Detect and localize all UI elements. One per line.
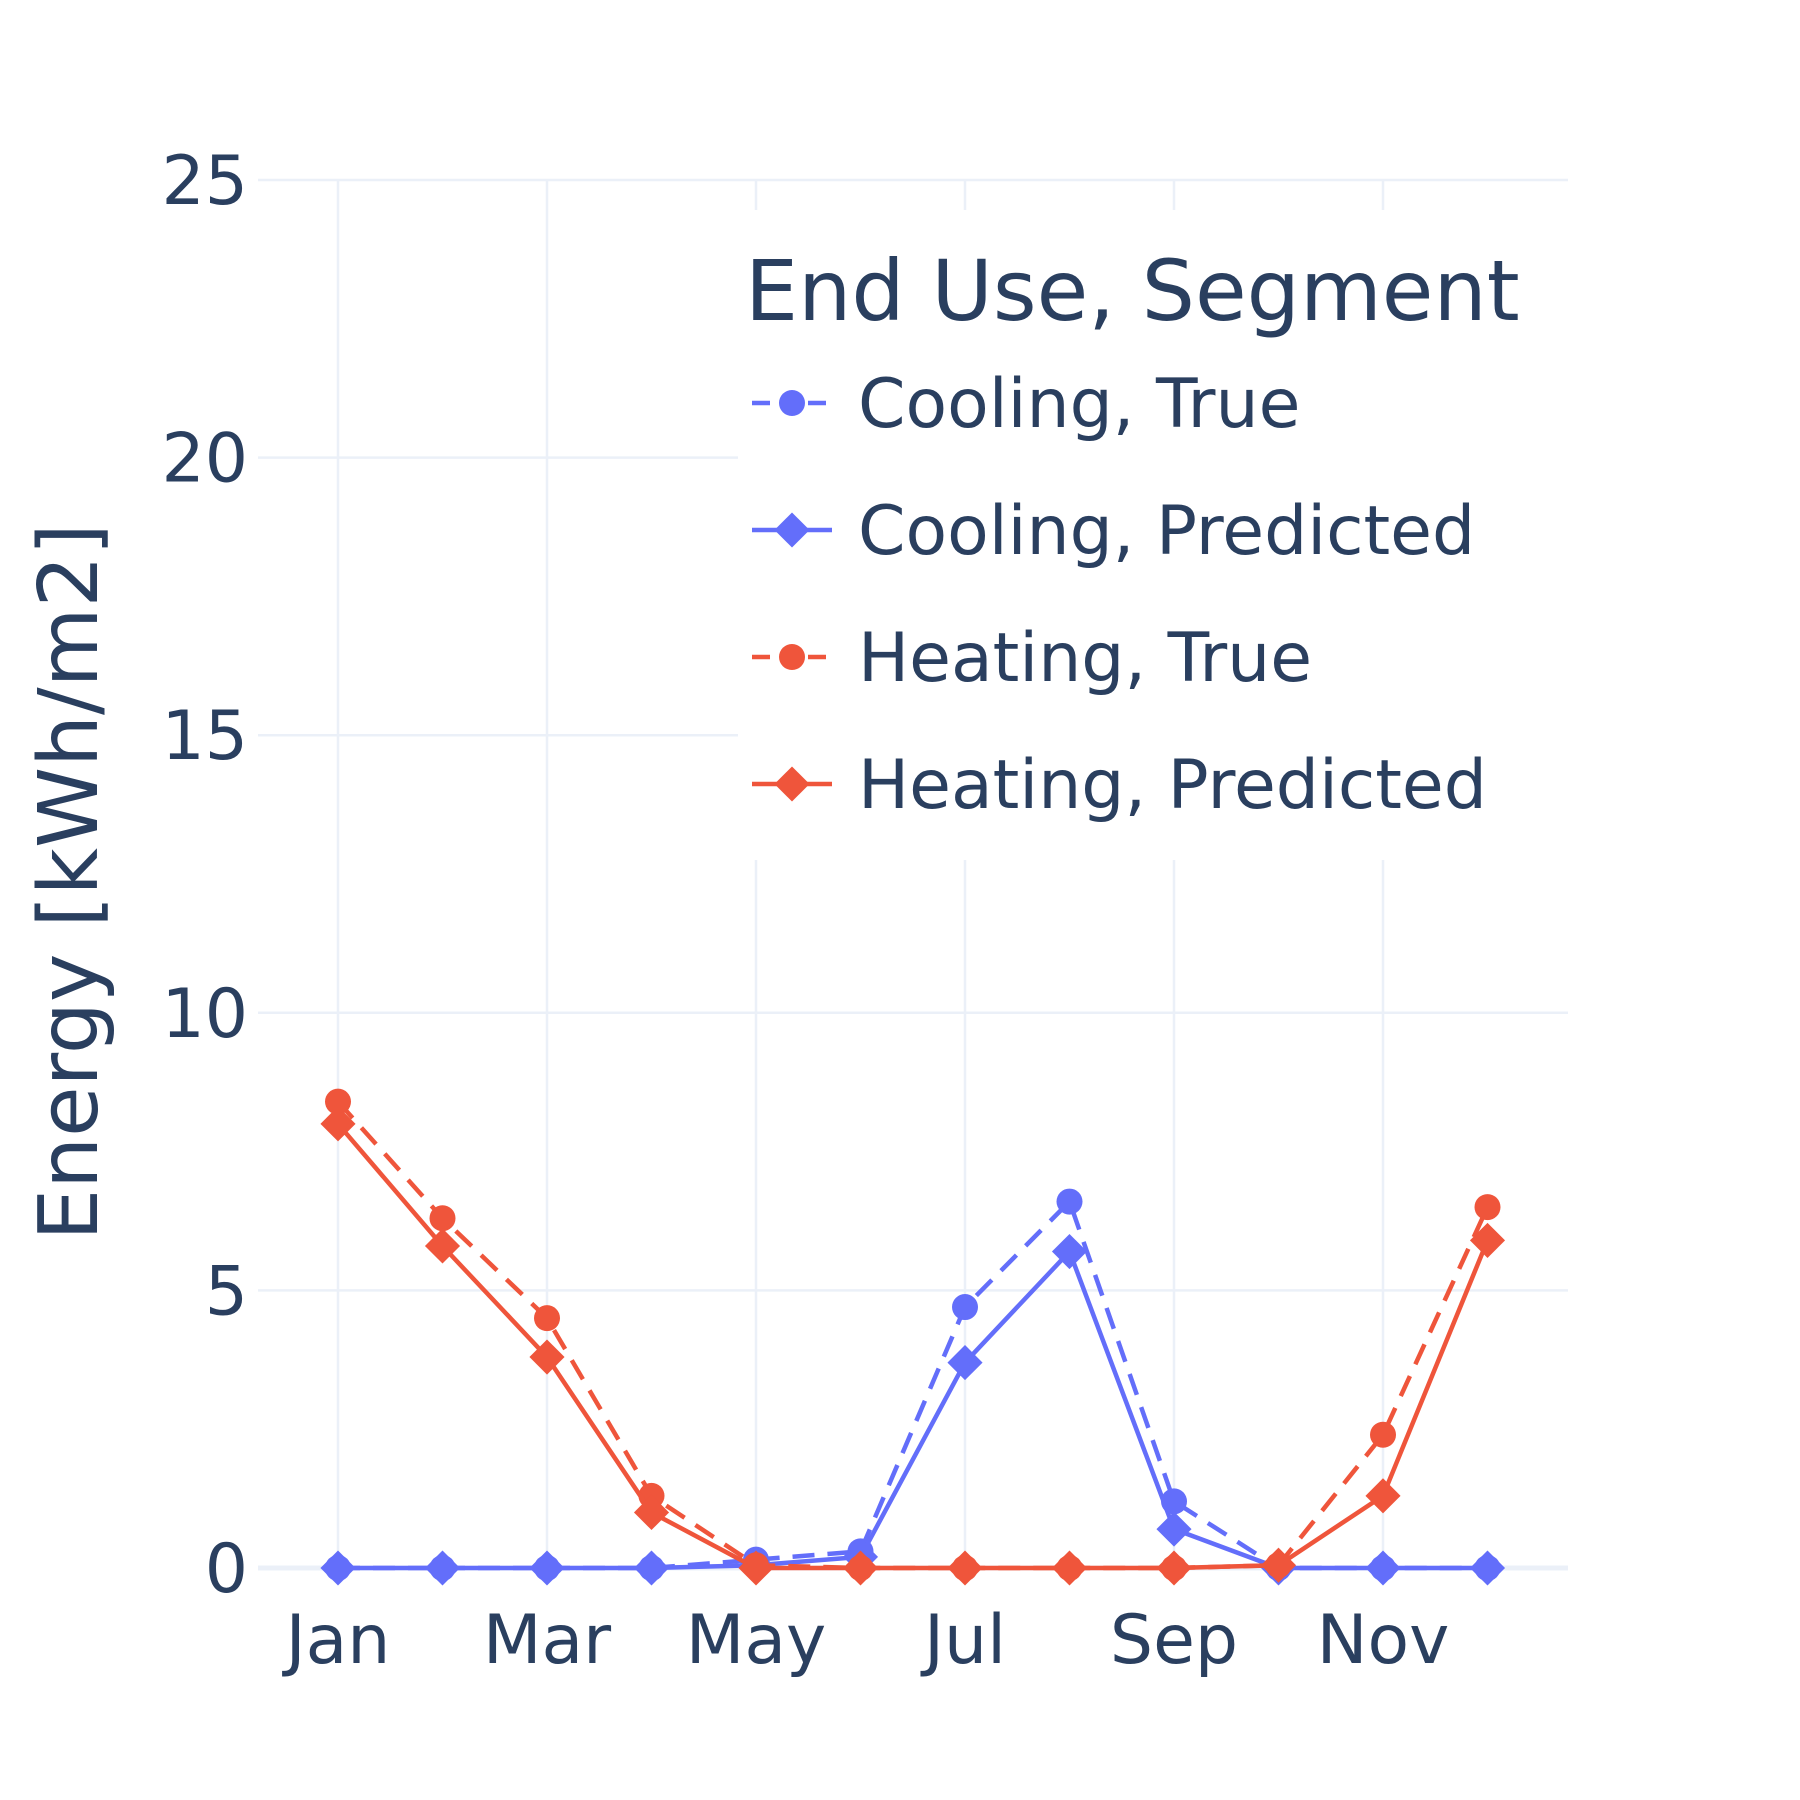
y-tick-label: 15 [161,697,248,776]
data-point-heating-predicted [842,1550,879,1586]
y-tick-label: 20 [161,420,248,499]
data-point-heating-true [1370,1421,1396,1448]
x-tick-label: Nov [1317,1601,1450,1680]
data-point-heating-predicted [1469,1222,1506,1258]
series-line-cooling-true [338,1199,1488,1571]
x-tick-label: Jul [920,1601,1006,1680]
data-point-heating-predicted [1365,1478,1401,1514]
data-point-heating-predicted [1260,1547,1297,1583]
legend-items: Cooling, True Cooling, Predicted Heating, … [752,365,1487,825]
data-point-cooling-predicted [633,1550,670,1586]
data-point-heating-predicted [738,1550,774,1586]
x-tick-label: May [686,1601,827,1680]
plot-series [320,1088,1506,1586]
data-point-heating-predicted [1156,1550,1192,1586]
data-point-heating-predicted [1051,1550,1088,1586]
data-point-cooling-predicted [1365,1550,1401,1586]
x-tick-label: Mar [483,1601,611,1680]
data-point-cooling-true [1056,1188,1083,1215]
data-point-heating-predicted [320,1106,356,1142]
data-point-heating-predicted [947,1550,983,1586]
data-point-heating-predicted [633,1494,670,1531]
legend: End Use, Segment Cooling, True Cooling, P… [738,210,1578,860]
x-tick-label: Jan [282,1601,391,1680]
data-point-cooling-true [952,1294,978,1321]
legend-marker-cooling-true [779,390,805,416]
legend-title: End Use, Segment [745,242,1520,340]
series-line-cooling-predicted [338,1249,1488,1571]
data-point-heating-true [1474,1194,1501,1221]
data-point-cooling-predicted [947,1345,983,1381]
series-line-heating-predicted [336,1122,1490,1571]
series-heating-predicted [320,1106,1506,1586]
data-point-heating-true [429,1205,456,1232]
legend-item-cooling-predicted: Cooling, Predicted [752,492,1475,571]
series-cooling-true [325,1188,1501,1581]
series-heating-true [325,1088,1501,1581]
data-point-cooling-predicted [1469,1550,1506,1586]
y-tick-label: 10 [161,975,248,1054]
data-point-cooling-predicted [1051,1233,1088,1270]
legend-label-cooling-predicted: Cooling, Predicted [858,492,1475,571]
data-point-heating-true [534,1305,560,1332]
y-tick-label: 5 [205,1252,248,1331]
legend-label-heating-true: Heating, True [858,619,1312,698]
legend-marker-heating-predicted [774,766,810,802]
data-point-heating-true [325,1088,351,1115]
y-axis-title: Energy [kWh/m2] [22,523,117,1240]
legend-label-heating-predicted: Heating, Predicted [858,746,1487,825]
data-point-cooling-predicted [1156,1511,1192,1547]
data-point-cooling-predicted [424,1550,461,1586]
legend-item-heating-true: Heating, True [752,619,1312,698]
series-line-heating-true [336,1100,1490,1571]
legend-marker-cooling-predicted [774,512,810,548]
data-point-cooling-predicted [529,1550,565,1586]
legend-label-cooling-true: Cooling, True [858,365,1300,444]
axis-ticks: Jan Mar May Jul Sep Nov 0 5 10 15 20 25 [161,142,1449,1680]
y-tick-label: 25 [161,142,248,221]
legend-marker-heating-true [779,644,805,670]
data-point-heating-predicted [424,1228,461,1264]
y-tick-label: 0 [205,1530,248,1609]
legend-item-heating-predicted: Heating, Predicted [752,746,1487,825]
legend-background [738,210,1578,860]
data-point-cooling-predicted [320,1550,356,1586]
legend-item-cooling-true: Cooling, True [752,365,1300,444]
data-point-heating-predicted [529,1339,565,1375]
x-tick-label: Sep [1110,1601,1238,1680]
